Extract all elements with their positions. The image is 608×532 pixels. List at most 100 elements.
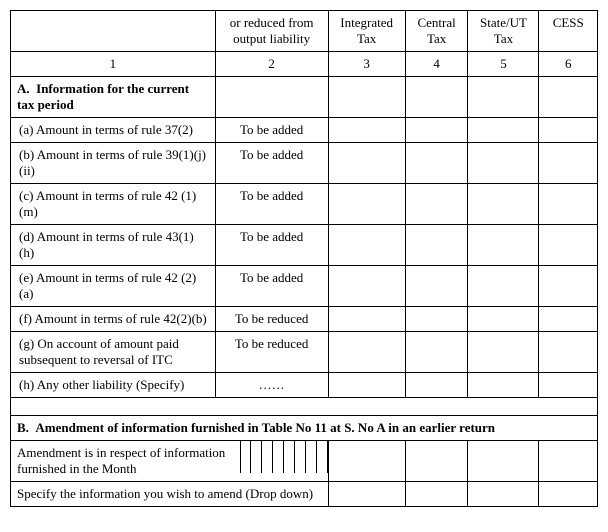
header-col4: Central Tax: [405, 11, 468, 52]
cell-empty: [328, 77, 405, 118]
cell-empty: [328, 225, 405, 266]
row-c-label: (c) Amount in terms of rule 42 (1) (m): [11, 184, 216, 225]
cell-empty: [468, 307, 539, 332]
section-b-title-row: B. Amendment of information furnished in…: [11, 416, 598, 441]
cell-empty: [405, 307, 468, 332]
cell-empty: [405, 184, 468, 225]
row-h-action: ……: [215, 373, 328, 398]
num-6: 6: [539, 52, 598, 77]
cell-empty: [328, 266, 405, 307]
cell-empty: [328, 441, 405, 482]
row-g-action: To be reduced: [215, 332, 328, 373]
section-b-row1-label: Amendment is in respect of information f…: [11, 441, 240, 481]
cell-empty: [328, 143, 405, 184]
cell-empty: [539, 143, 598, 184]
section-b-title: B. Amendment of information furnished in…: [11, 416, 598, 441]
header-col1: [11, 11, 216, 52]
cell-empty: [328, 184, 405, 225]
num-1: 1: [11, 52, 216, 77]
cell-empty: [468, 332, 539, 373]
cell-empty: [539, 266, 598, 307]
header-col5: State/UT Tax: [468, 11, 539, 52]
cell-empty: [328, 373, 405, 398]
row-b-label: (b) Amount in terms of rule 39(1)(j)(ii): [11, 143, 216, 184]
tax-table: or reduced from output liability Integra…: [10, 10, 598, 507]
cell-empty: [468, 77, 539, 118]
row-f: (f) Amount in terms of rule 42(2)(b) To …: [11, 307, 598, 332]
cell-empty: [405, 332, 468, 373]
row-b-action: To be added: [215, 143, 328, 184]
cell-empty: [405, 143, 468, 184]
cell-empty: [328, 307, 405, 332]
section-b-row1-cell: Amendment is in respect of information f…: [11, 441, 329, 482]
cell-empty: [468, 143, 539, 184]
cell-empty: [468, 225, 539, 266]
cell-empty: [539, 118, 598, 143]
row-c-action: To be added: [215, 184, 328, 225]
cell-empty: [405, 266, 468, 307]
row-h: (h) Any other liability (Specify) ……: [11, 373, 598, 398]
cell-empty: [328, 332, 405, 373]
row-a: (a) Amount in terms of rule 37(2) To be …: [11, 118, 598, 143]
header-col6: CESS: [539, 11, 598, 52]
cell-empty: [539, 225, 598, 266]
row-a-label: (a) Amount in terms of rule 37(2): [11, 118, 216, 143]
cell-empty: [539, 184, 598, 225]
num-4: 4: [405, 52, 468, 77]
spacer-row: [11, 398, 598, 416]
cell-empty: [328, 482, 405, 507]
cell-empty: [405, 373, 468, 398]
cell-empty: [405, 482, 468, 507]
cell-empty: [468, 266, 539, 307]
section-a-title: A. Information for the current tax perio…: [11, 77, 216, 118]
row-g-label: (g) On account of amount paid subsequent…: [11, 332, 216, 373]
section-b-row2: Specify the information you wish to amen…: [11, 482, 598, 507]
cell-empty: [468, 441, 539, 482]
cell-empty: [539, 307, 598, 332]
header-row: or reduced from output liability Integra…: [11, 11, 598, 52]
row-d-action: To be added: [215, 225, 328, 266]
cell-empty: [539, 373, 598, 398]
cell-empty: [468, 373, 539, 398]
row-d-label: (d) Amount in terms of rule 43(1) (h): [11, 225, 216, 266]
row-f-label: (f) Amount in terms of rule 42(2)(b): [11, 307, 216, 332]
spacer-cell: [11, 398, 598, 416]
section-b-row1: Amendment is in respect of information f…: [11, 441, 598, 482]
row-e-action: To be added: [215, 266, 328, 307]
row-e: (e) Amount in terms of rule 42 (2)(a) To…: [11, 266, 598, 307]
cell-empty: [328, 118, 405, 143]
row-g: (g) On account of amount paid subsequent…: [11, 332, 598, 373]
header-col2: or reduced from output liability: [215, 11, 328, 52]
section-b-text: Amendment of information furnished in Ta…: [35, 420, 495, 435]
num-3: 3: [328, 52, 405, 77]
row-f-action: To be reduced: [215, 307, 328, 332]
row-c: (c) Amount in terms of rule 42 (1) (m) T…: [11, 184, 598, 225]
section-b-prefix: B.: [17, 420, 29, 435]
cell-empty: [468, 482, 539, 507]
cell-empty: [405, 77, 468, 118]
cell-empty: [468, 118, 539, 143]
cell-empty: [539, 77, 598, 118]
cell-empty: [405, 118, 468, 143]
cell-empty: [539, 332, 598, 373]
num-2: 2: [215, 52, 328, 77]
section-a-text: Information for the current tax period: [17, 81, 189, 112]
cell-empty: [405, 441, 468, 482]
row-h-label: (h) Any other liability (Specify): [11, 373, 216, 398]
header-col3: Integrated Tax: [328, 11, 405, 52]
row-e-label: (e) Amount in terms of rule 42 (2)(a): [11, 266, 216, 307]
cell-empty: [468, 184, 539, 225]
number-row: 1 2 3 4 5 6: [11, 52, 598, 77]
cell-empty: [539, 482, 598, 507]
month-input-grid[interactable]: [240, 441, 328, 481]
section-b-row2-label: Specify the information you wish to amen…: [11, 482, 329, 507]
row-a-action: To be added: [215, 118, 328, 143]
cell-empty: [539, 441, 598, 482]
section-a-prefix: A.: [17, 81, 30, 96]
cell-empty: [215, 77, 328, 118]
section-a-title-row: A. Information for the current tax perio…: [11, 77, 598, 118]
row-d: (d) Amount in terms of rule 43(1) (h) To…: [11, 225, 598, 266]
cell-empty: [405, 225, 468, 266]
row-b: (b) Amount in terms of rule 39(1)(j)(ii)…: [11, 143, 598, 184]
num-5: 5: [468, 52, 539, 77]
